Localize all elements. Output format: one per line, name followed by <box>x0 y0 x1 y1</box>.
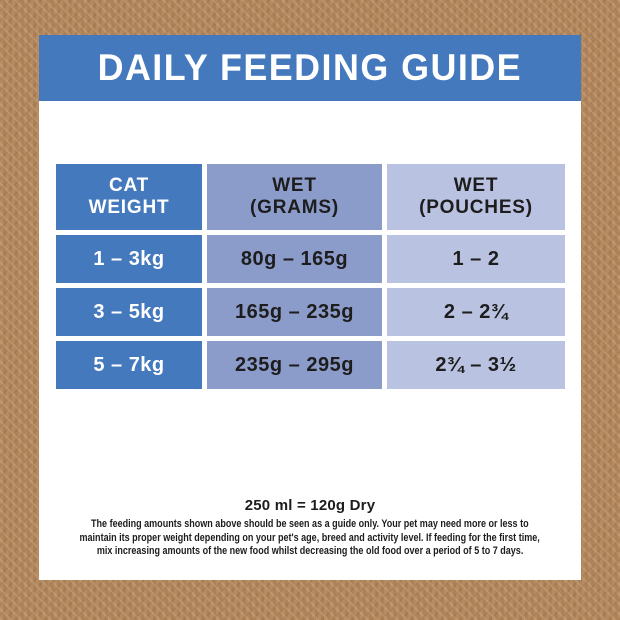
feeding-note-text: The feeding amounts shown above should b… <box>91 518 529 530</box>
column-header-wet-grams: WET (GRAMS) <box>207 164 382 230</box>
column-header-line: WET <box>272 175 317 196</box>
column-header-wet-pouches: WET (POUCHES) <box>387 164 565 230</box>
content-panel: DAILY FEEDING GUIDE CAT WEIGHT WET (GRAM… <box>39 35 581 580</box>
feeding-note-text: maintain its proper weight depending on … <box>79 531 541 544</box>
column-header-cat-weight: CAT WEIGHT <box>56 164 202 230</box>
feeding-note-line-3: mix increasing amounts of the new food w… <box>39 545 581 559</box>
cell-wet-grams-row3: 235g – 295g <box>207 341 382 389</box>
page-title: DAILY FEEDING GUIDE <box>97 47 523 88</box>
column-header-line: (POUCHES) <box>419 197 533 218</box>
cell-wet-grams-row1: 80g – 165g <box>207 235 382 283</box>
dry-equivalence-text: 250 ml = 120g Dry <box>244 497 376 514</box>
title-banner: DAILY FEEDING GUIDE <box>39 35 581 101</box>
footnote-block: 250 ml = 120g Dry The feeding amounts sh… <box>39 497 581 559</box>
column-header-line: WEIGHT <box>88 197 170 218</box>
feeding-guide-table: CAT WEIGHT WET (GRAMS) WET (POUCHES) 1 –… <box>56 164 565 389</box>
cell-cat-weight-row1: 1 – 3kg <box>56 235 202 283</box>
feeding-note-line-2: maintain its proper weight depending on … <box>39 532 581 546</box>
cell-wet-grams-row2: 165g – 235g <box>207 288 382 336</box>
column-header-line: WET <box>453 175 499 196</box>
column-header-line: (GRAMS) <box>250 197 339 218</box>
cell-cat-weight-row3: 5 – 7kg <box>56 341 202 389</box>
column-header-line: CAT <box>108 175 150 196</box>
cell-wet-pouches-row3: 2¾ – 3½ <box>387 341 565 389</box>
feeding-note-line-1: The feeding amounts shown above should b… <box>39 518 581 532</box>
cell-wet-pouches-row2: 2 – 2¾ <box>387 288 565 336</box>
cell-cat-weight-row2: 3 – 5kg <box>56 288 202 336</box>
feeding-note-text: mix increasing amounts of the new food w… <box>96 545 524 557</box>
cell-wet-pouches-row1: 1 – 2 <box>387 235 565 283</box>
